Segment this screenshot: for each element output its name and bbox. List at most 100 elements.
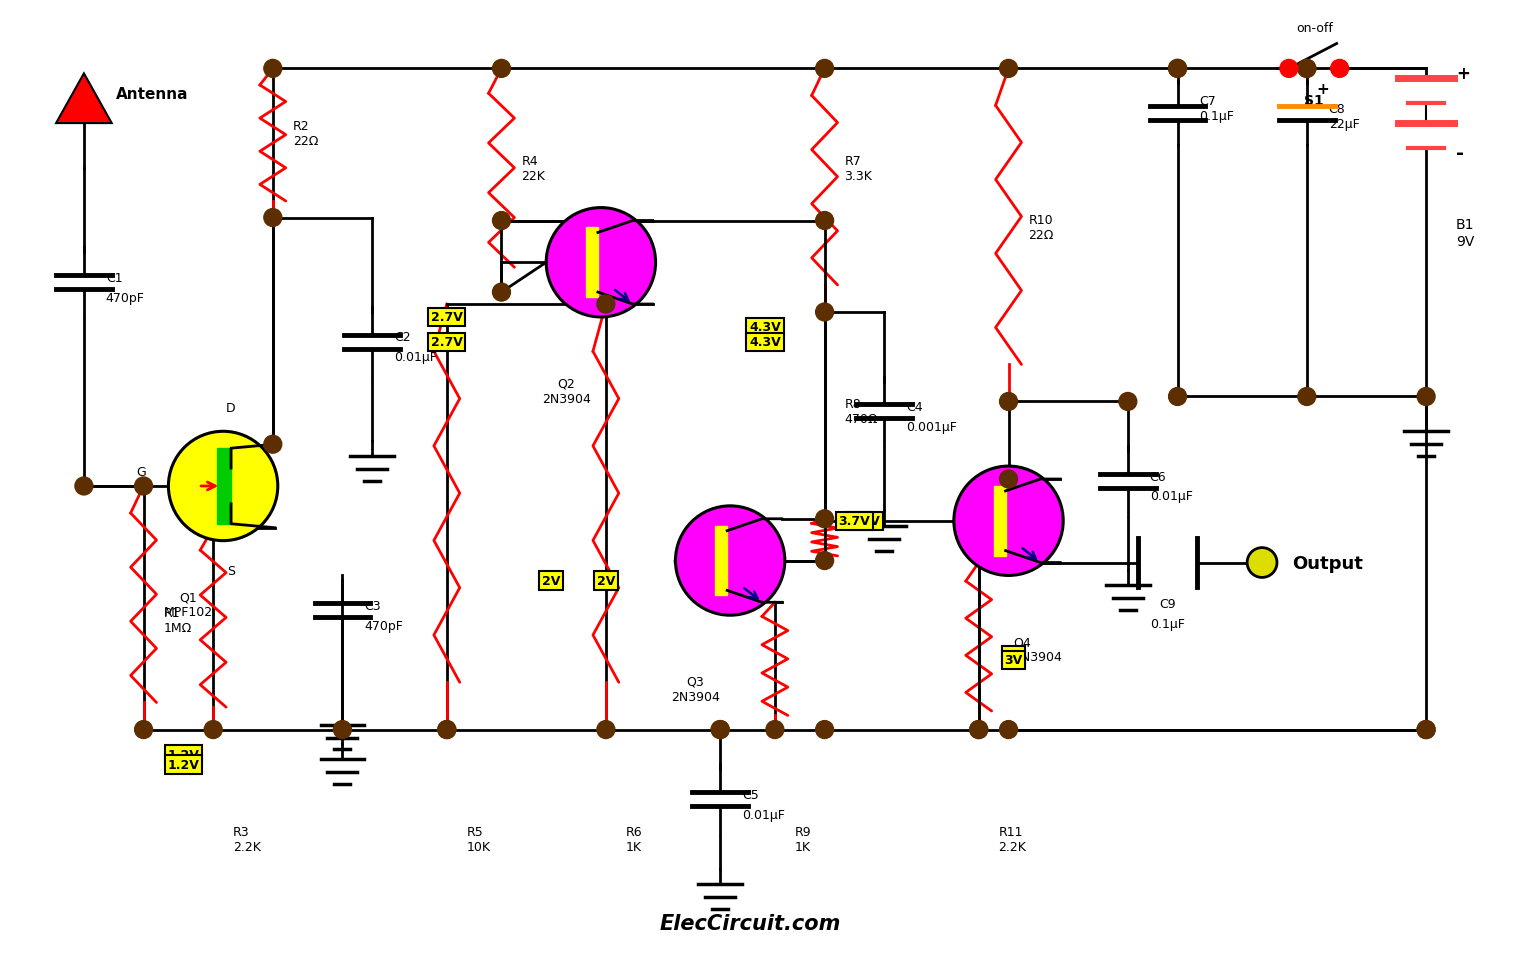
Circle shape (493, 283, 510, 302)
Circle shape (816, 721, 834, 739)
Circle shape (437, 721, 455, 739)
Circle shape (493, 61, 510, 78)
Text: 470pF: 470pF (106, 291, 145, 305)
Text: 2V: 2V (542, 575, 560, 587)
Text: R7
3.3K: R7 3.3K (844, 155, 873, 183)
Circle shape (546, 209, 655, 318)
Text: C8
22μF: C8 22μF (1328, 103, 1359, 131)
Circle shape (816, 510, 834, 529)
Text: 0.01μF: 0.01μF (393, 351, 437, 364)
Circle shape (1418, 388, 1434, 406)
Text: B1
9V: B1 9V (1456, 218, 1475, 248)
Text: 470pF: 470pF (365, 619, 402, 632)
Circle shape (953, 467, 1064, 576)
Text: +: + (1316, 82, 1330, 97)
Text: R5
10K: R5 10K (466, 825, 490, 853)
Bar (994, 486, 1006, 556)
Circle shape (1418, 721, 1434, 739)
Circle shape (204, 721, 222, 739)
Text: Q2
2N3904: Q2 2N3904 (542, 378, 590, 406)
Text: 0.01μF: 0.01μF (1150, 490, 1192, 503)
Text: R10
22Ω: R10 22Ω (1029, 214, 1053, 242)
Bar (716, 527, 728, 596)
Text: Q1
MPF102: Q1 MPF102 (163, 591, 213, 619)
Text: Output: Output (1292, 554, 1363, 572)
Text: C6: C6 (1150, 470, 1167, 483)
Circle shape (1418, 721, 1434, 739)
Circle shape (1000, 471, 1017, 488)
Text: Q4
2N3904: Q4 2N3904 (1014, 635, 1062, 663)
Text: C9: C9 (1159, 598, 1176, 610)
Circle shape (816, 61, 834, 78)
Circle shape (766, 721, 784, 739)
Circle shape (816, 552, 834, 570)
Text: 0.01μF: 0.01μF (741, 807, 785, 821)
Text: R3
2.2K: R3 2.2K (233, 825, 260, 853)
Circle shape (816, 304, 834, 322)
Text: C3: C3 (365, 599, 381, 612)
Circle shape (1120, 393, 1136, 411)
Circle shape (970, 721, 988, 739)
Text: R9
1K: R9 1K (794, 825, 811, 853)
Circle shape (598, 296, 614, 313)
Text: 4.3V: 4.3V (749, 336, 781, 349)
Circle shape (1168, 61, 1186, 78)
Text: R8
470Ω: R8 470Ω (844, 398, 878, 426)
Text: C1: C1 (106, 271, 123, 284)
Text: 3V: 3V (1005, 649, 1023, 662)
Text: S: S (227, 564, 235, 577)
Circle shape (970, 721, 988, 739)
Circle shape (1280, 61, 1298, 78)
Circle shape (1000, 721, 1017, 739)
Circle shape (1000, 393, 1017, 411)
Circle shape (168, 431, 278, 541)
Circle shape (263, 209, 281, 227)
Text: 0.001μF: 0.001μF (906, 420, 958, 433)
Circle shape (675, 506, 785, 616)
Text: D: D (227, 402, 236, 415)
Circle shape (816, 212, 834, 231)
Text: Q3
2N3904: Q3 2N3904 (670, 676, 720, 703)
Polygon shape (56, 74, 112, 124)
Circle shape (1168, 388, 1186, 406)
Text: 4.3V: 4.3V (749, 321, 781, 334)
Text: C2: C2 (393, 331, 410, 344)
Text: 1.2V: 1.2V (168, 748, 200, 761)
Circle shape (711, 721, 729, 739)
Circle shape (598, 721, 614, 739)
Text: 1.2V: 1.2V (168, 758, 200, 771)
Text: 3.7V: 3.7V (838, 515, 870, 528)
Text: on-off: on-off (1295, 21, 1333, 35)
Circle shape (1247, 548, 1277, 578)
Circle shape (263, 61, 281, 78)
Text: 3V: 3V (1005, 653, 1023, 667)
Bar (586, 228, 598, 298)
Circle shape (333, 721, 351, 739)
Text: 2.7V: 2.7V (431, 336, 463, 349)
Bar (218, 449, 231, 524)
Text: C7
0.1μF: C7 0.1μF (1200, 95, 1235, 123)
Circle shape (1168, 61, 1186, 78)
Circle shape (76, 478, 92, 496)
Text: Antenna: Antenna (115, 86, 188, 102)
Text: ElecCircuit.com: ElecCircuit.com (660, 914, 841, 933)
Circle shape (263, 435, 281, 454)
Text: G: G (136, 465, 145, 478)
Text: R1
1MΩ: R1 1MΩ (163, 606, 192, 634)
Circle shape (711, 721, 729, 739)
Text: R6
1K: R6 1K (626, 825, 643, 853)
Circle shape (493, 212, 510, 231)
Circle shape (135, 721, 153, 739)
Text: R2
22Ω: R2 22Ω (292, 120, 318, 148)
Text: 0.1μF: 0.1μF (1150, 618, 1185, 630)
Circle shape (135, 478, 153, 496)
Text: R4
22K: R4 22K (522, 155, 545, 183)
Text: C5: C5 (741, 788, 760, 801)
Circle shape (1000, 61, 1017, 78)
Text: -: - (1456, 144, 1465, 163)
Circle shape (1298, 61, 1316, 78)
Text: R11
2.2K: R11 2.2K (999, 825, 1026, 853)
Circle shape (1298, 388, 1316, 406)
Circle shape (1330, 61, 1348, 78)
Text: +: + (1456, 65, 1469, 84)
